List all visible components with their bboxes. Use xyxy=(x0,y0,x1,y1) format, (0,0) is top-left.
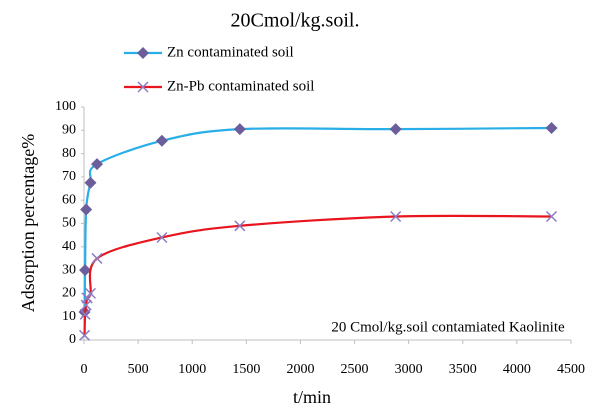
legend-marker xyxy=(137,47,149,59)
data-point xyxy=(91,252,103,264)
legend-marker xyxy=(137,81,149,93)
y-axis-title: Adsorption percentage% xyxy=(18,134,38,312)
y-tick-label: 20 xyxy=(62,286,76,301)
data-point xyxy=(81,292,93,304)
y-tick-label: 70 xyxy=(62,169,76,184)
y-tick-label: 10 xyxy=(62,309,76,324)
y-tick-label: 40 xyxy=(62,239,76,254)
y-tick-label: 60 xyxy=(62,192,76,207)
series-line xyxy=(83,214,552,336)
x-tick-label: 500 xyxy=(128,362,149,377)
data-point xyxy=(79,329,91,341)
data-point xyxy=(79,264,92,277)
y-tick-label: 90 xyxy=(62,123,76,138)
data-point xyxy=(155,134,168,147)
x-tick-label: 4000 xyxy=(503,362,531,377)
legend-label: Zn contaminated soil xyxy=(167,44,294,60)
x-tick-label: 3500 xyxy=(449,362,477,377)
data-point xyxy=(545,121,558,134)
annotation: 20 Cmol/kg.soil contamiated Kaolinite xyxy=(331,319,565,335)
x-tick-label: 1500 xyxy=(232,362,260,377)
y-tick-label: 80 xyxy=(62,146,76,161)
y-tick-label: 100 xyxy=(55,99,76,114)
chart-title: 20Cmol/kg.soil. xyxy=(231,10,360,32)
data-point xyxy=(84,287,97,299)
x-tick-label: 4500 xyxy=(557,362,585,377)
x-tick-label: 3000 xyxy=(395,362,423,377)
y-tick-label: 30 xyxy=(62,262,76,277)
data-point xyxy=(90,158,103,171)
data-point xyxy=(156,231,168,244)
data-point xyxy=(389,123,402,136)
data-point xyxy=(79,308,91,320)
x-tick-label: 2000 xyxy=(286,362,314,377)
x-tick-label: 1000 xyxy=(178,362,206,377)
y-tick-label: 0 xyxy=(69,332,76,347)
data-point xyxy=(234,220,246,232)
data-point xyxy=(390,210,402,223)
x-tick-label: 0 xyxy=(81,362,88,377)
data-point xyxy=(233,123,246,136)
y-tick-label: 50 xyxy=(62,216,76,231)
data-point xyxy=(80,203,93,216)
x-axis-title: t/min xyxy=(293,387,331,407)
data-point xyxy=(545,210,558,223)
data-point xyxy=(84,176,97,189)
legend-label: Zn-Pb contaminated soil xyxy=(167,78,314,94)
x-tick-label: 2500 xyxy=(341,362,369,377)
